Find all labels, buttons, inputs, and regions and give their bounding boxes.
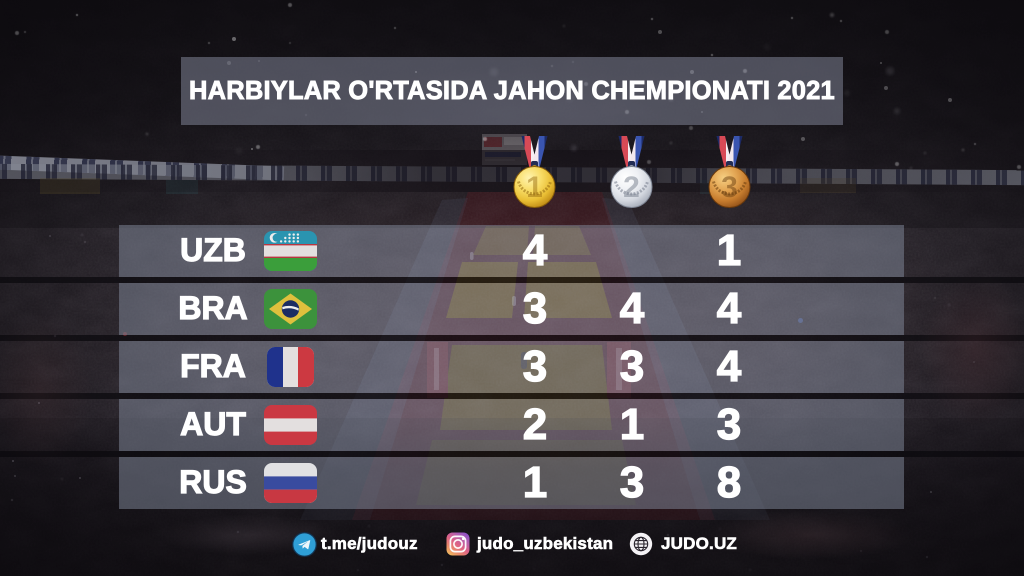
svg-text:3: 3 bbox=[721, 171, 738, 204]
svg-text:2: 2 bbox=[623, 171, 640, 204]
svg-text:1: 1 bbox=[526, 171, 543, 204]
